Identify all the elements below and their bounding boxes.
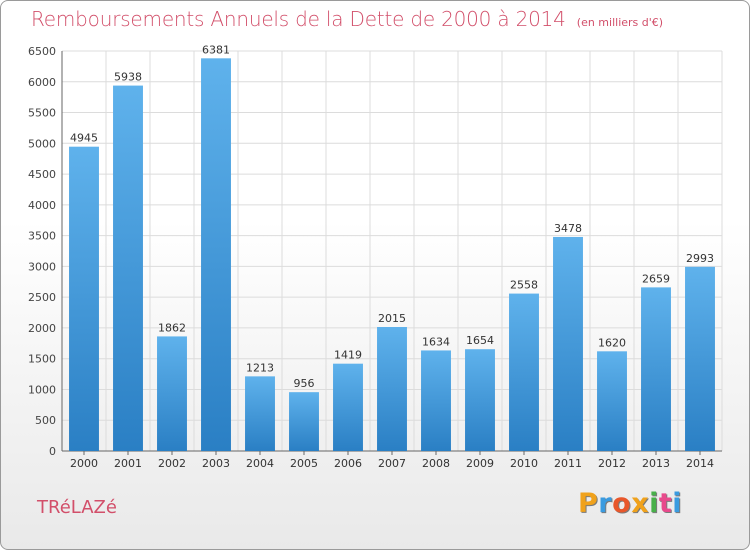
- y-tick-label: 0: [49, 445, 56, 458]
- bar-value-label: 1620: [598, 336, 626, 349]
- logo-letter: t: [658, 488, 673, 519]
- bar: [113, 85, 143, 451]
- y-tick-label: 4000: [28, 199, 56, 212]
- x-tick-label: 2014: [686, 457, 714, 470]
- y-tick-label: 500: [35, 414, 56, 427]
- chart-title: Remboursements Annuels de la Dette de 20…: [31, 7, 566, 31]
- bar-value-label: 5938: [114, 71, 142, 84]
- bar: [641, 287, 671, 451]
- x-tick-label: 2000: [70, 457, 98, 470]
- bar: [245, 376, 275, 451]
- y-tick-label: 5000: [28, 137, 56, 150]
- chart-title-row: Remboursements Annuels de la Dette de 20…: [31, 7, 663, 31]
- bar-value-label: 1419: [334, 349, 362, 362]
- logo-letter: o: [612, 488, 632, 519]
- y-tick-label: 3000: [28, 260, 56, 273]
- bar: [201, 58, 231, 451]
- y-tick-label: 3500: [28, 230, 56, 243]
- bar: [553, 236, 583, 451]
- bar-value-label: 1213: [246, 361, 274, 374]
- x-tick-label: 2001: [114, 457, 142, 470]
- bar: [289, 392, 319, 451]
- bar: [509, 293, 539, 451]
- y-tick-label: 2000: [28, 322, 56, 335]
- x-tick-label: 2006: [334, 457, 362, 470]
- y-tick-label: 1000: [28, 383, 56, 396]
- x-tick-label: 2003: [202, 457, 230, 470]
- city-name: TRéLAZé: [37, 497, 117, 518]
- bar-value-label: 6381: [202, 43, 230, 56]
- logo-letter: P: [578, 488, 599, 519]
- bar-value-label: 4945: [70, 132, 98, 145]
- logo-letter: i: [649, 488, 659, 519]
- logo-letter: r: [598, 488, 613, 519]
- x-tick-label: 2002: [158, 457, 186, 470]
- bar-value-label: 3478: [554, 222, 582, 235]
- bar: [465, 349, 495, 451]
- proxiti-logo: Proxiti: [578, 488, 682, 519]
- bar-value-label: 1654: [466, 334, 494, 347]
- x-tick-label: 2005: [290, 457, 318, 470]
- bar-value-label: 1862: [158, 321, 186, 334]
- bar-value-label: 2558: [510, 279, 538, 292]
- y-tick-label: 4500: [28, 168, 56, 181]
- bar-value-label: 2993: [686, 252, 714, 265]
- logo-letter: x: [631, 488, 650, 519]
- x-tick-label: 2010: [510, 457, 538, 470]
- x-tick-label: 2004: [246, 457, 274, 470]
- y-tick-label: 5500: [28, 107, 56, 120]
- x-tick-label: 2013: [642, 457, 670, 470]
- bar-value-label: 956: [294, 377, 315, 390]
- y-tick-label: 6500: [28, 45, 56, 58]
- chart-subtitle: (en milliers d'€): [576, 16, 664, 29]
- bar: [157, 336, 187, 451]
- bar: [333, 363, 363, 451]
- bar: [685, 266, 715, 451]
- x-tick-label: 2007: [378, 457, 406, 470]
- bar-value-label: 2659: [642, 272, 670, 285]
- bar-value-label: 2015: [378, 312, 406, 325]
- x-tick-label: 2012: [598, 457, 626, 470]
- x-tick-label: 2011: [554, 457, 582, 470]
- y-tick-label: 2500: [28, 291, 56, 304]
- y-tick-label: 6000: [28, 76, 56, 89]
- bar: [421, 350, 451, 451]
- x-tick-label: 2008: [422, 457, 450, 470]
- bar: [597, 351, 627, 451]
- x-tick-label: 2009: [466, 457, 494, 470]
- bar: [69, 146, 99, 451]
- logo-letter: i: [672, 488, 683, 519]
- bar: [377, 327, 407, 451]
- bar-value-label: 1634: [422, 335, 450, 348]
- y-tick-label: 1500: [28, 353, 56, 366]
